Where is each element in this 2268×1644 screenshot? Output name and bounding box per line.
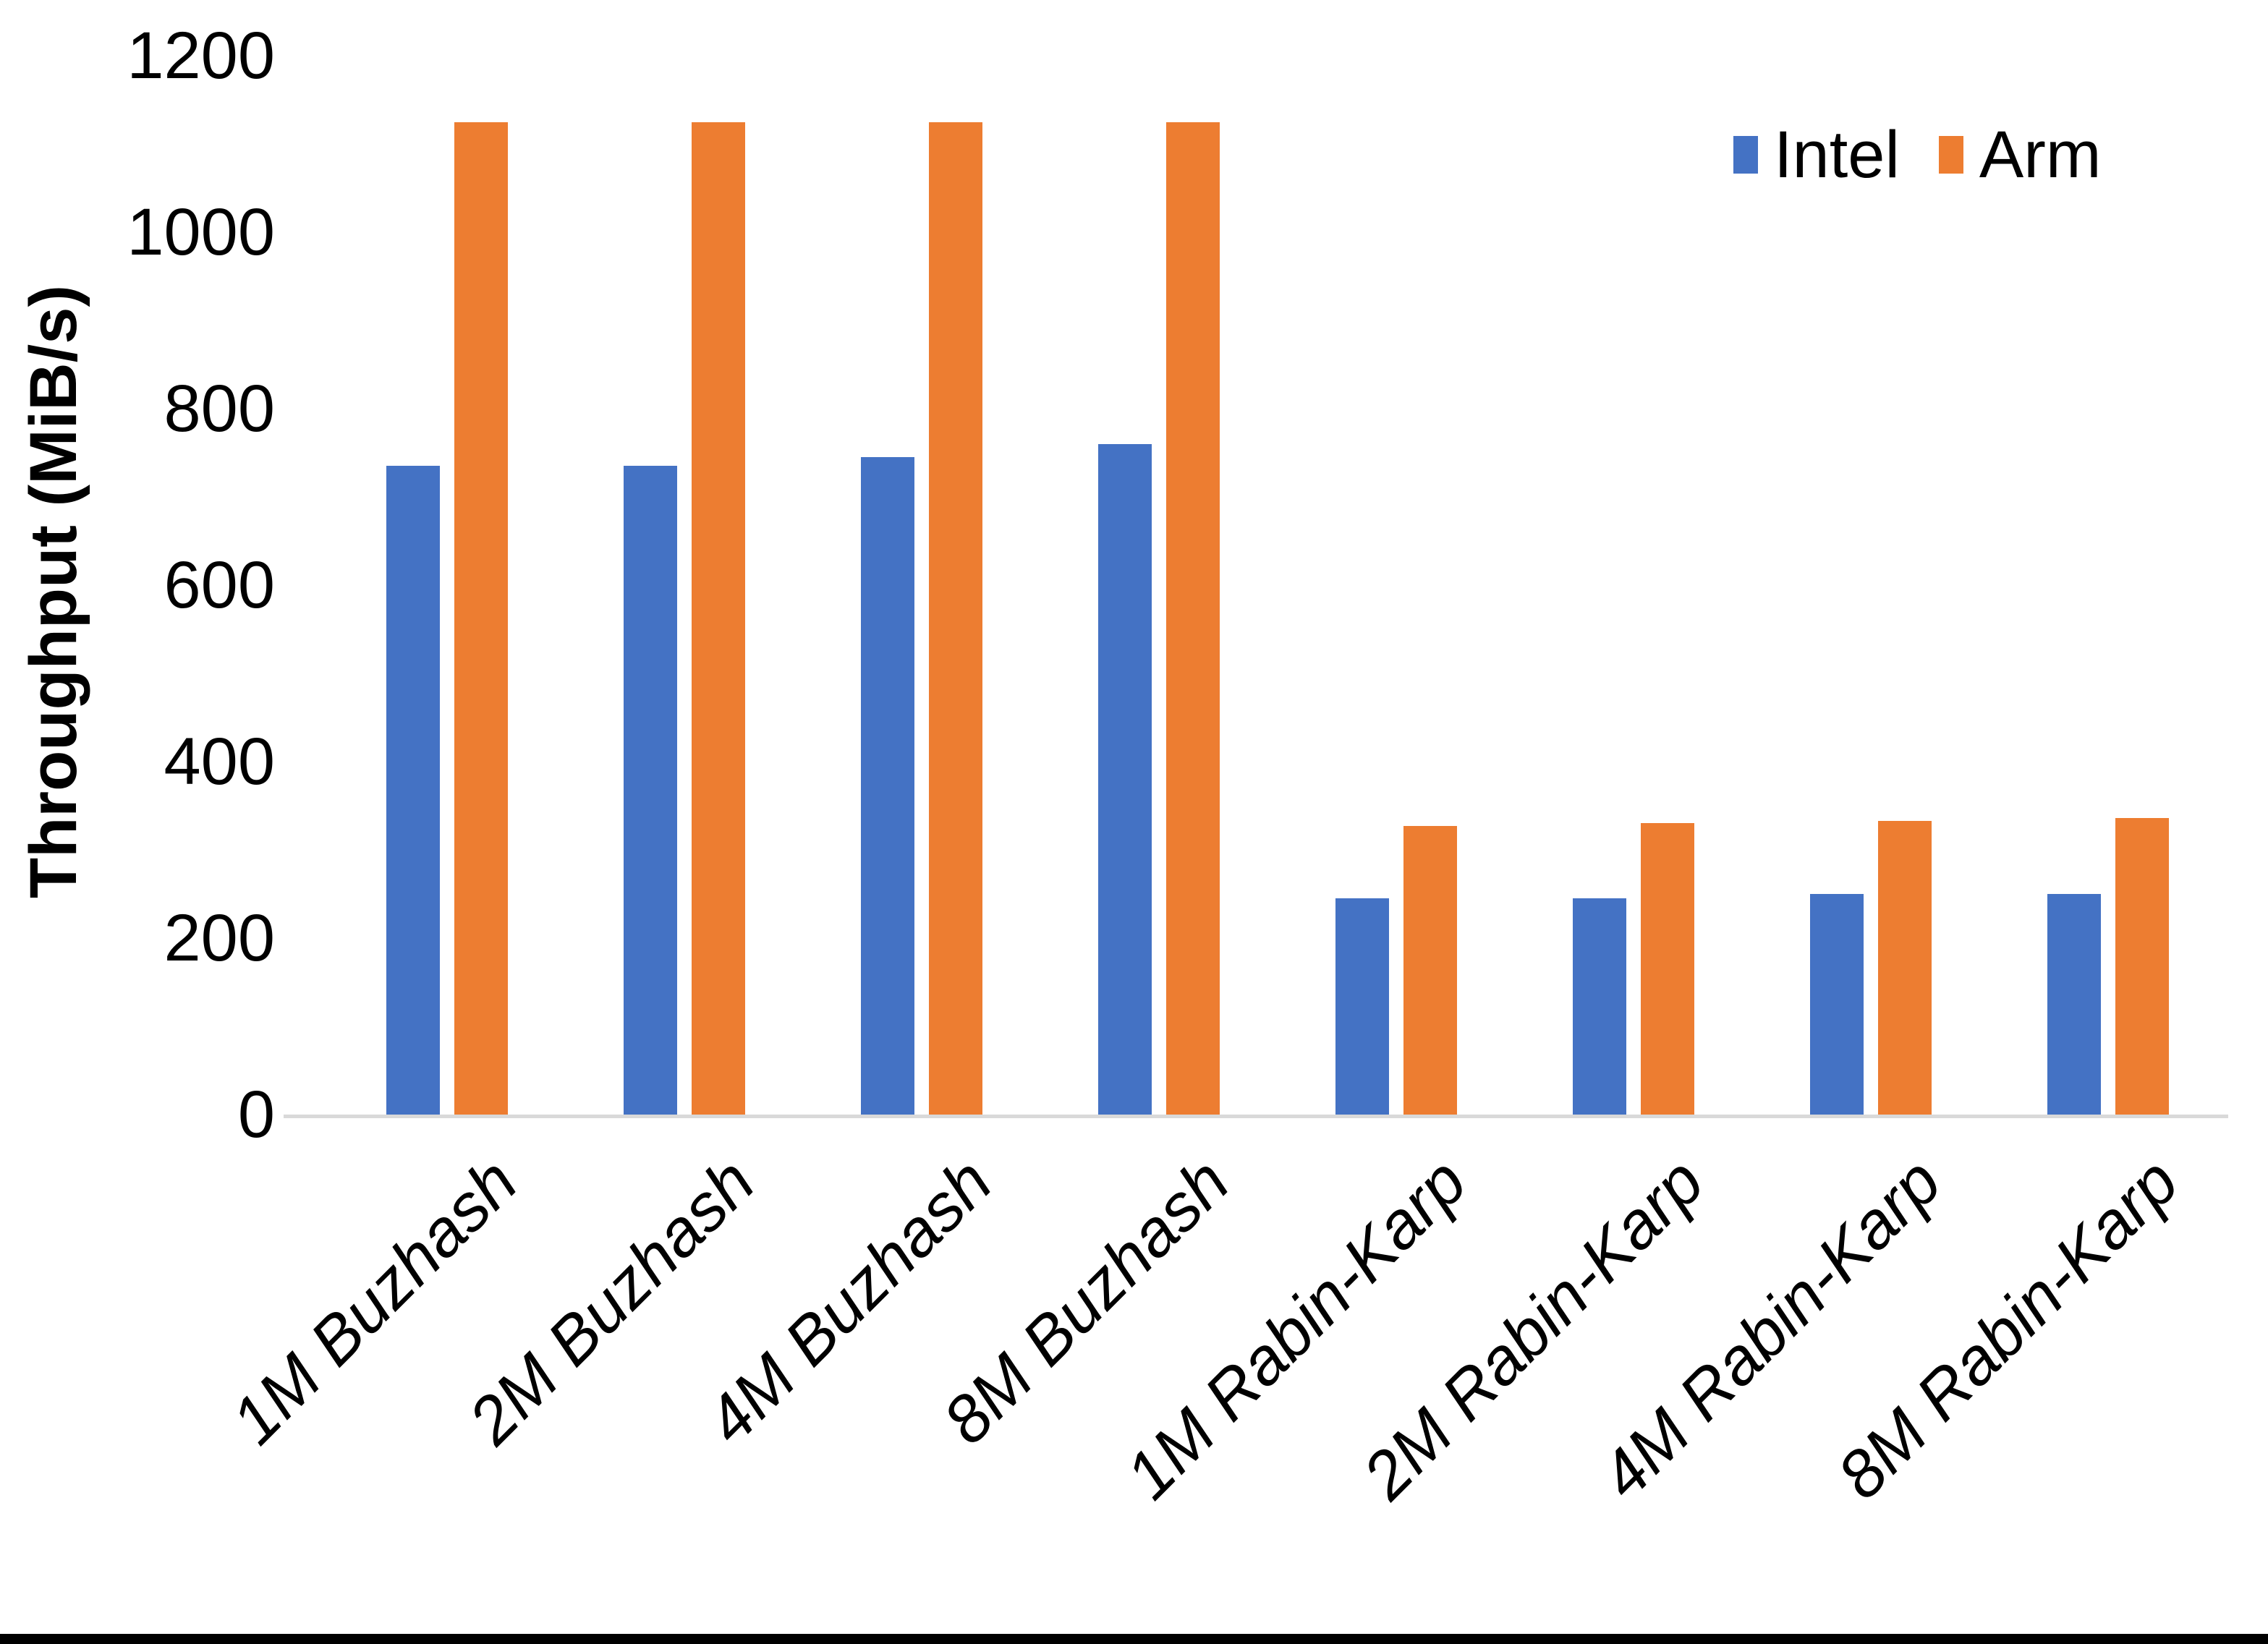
bar-arm-8m-buzhash	[1166, 122, 1220, 1115]
y-tick-label-1200: 1200	[127, 19, 275, 93]
bar-intel-8m-rabin-karp	[2047, 894, 2101, 1115]
bar-arm-2m-rabin-karp	[1641, 823, 1694, 1115]
bottom-border	[0, 1634, 2268, 1644]
y-tick-label-0: 0	[237, 1078, 275, 1151]
bar-arm-1m-buzhash	[454, 122, 508, 1115]
bar-intel-4m-rabin-karp	[1810, 894, 1864, 1115]
bar-arm-2m-buzhash	[692, 122, 745, 1115]
y-tick-label-400: 400	[163, 725, 276, 798]
bar-intel-2m-rabin-karp	[1573, 898, 1626, 1115]
y-tick-label-200: 200	[163, 901, 276, 975]
legend: Intel Arm	[1733, 122, 2102, 188]
legend-item-intel: Intel	[1733, 122, 1900, 188]
legend-item-arm: Arm	[1938, 118, 2102, 192]
bar-arm-1m-rabin-karp	[1403, 826, 1457, 1115]
intel-series-swatch	[1733, 136, 1758, 174]
x-axis-line	[284, 1115, 2228, 1118]
bar-intel-1m-buzhash	[386, 466, 440, 1115]
legend-label-arm: Arm	[1979, 118, 2102, 192]
legend-label-intel: Intel	[1774, 118, 1900, 192]
bar-arm-4m-buzhash	[929, 122, 982, 1115]
bar-intel-1m-rabin-karp	[1335, 898, 1389, 1115]
bar-arm-8m-rabin-karp	[2115, 818, 2169, 1115]
y-tick-label-600: 600	[163, 548, 276, 622]
y-tick-label-800: 800	[163, 372, 276, 446]
bar-intel-4m-buzhash	[861, 457, 914, 1115]
x-label-1m-buzhash: 1M Buzhash	[217, 1144, 532, 1459]
bar-intel-8m-buzhash	[1098, 443, 1152, 1115]
arm-series-swatch	[1938, 136, 1963, 174]
y-tick-label-1000: 1000	[127, 195, 275, 269]
bar-intel-2m-buzhash	[624, 466, 677, 1115]
bar-arm-4m-rabin-karp	[1878, 820, 1932, 1115]
